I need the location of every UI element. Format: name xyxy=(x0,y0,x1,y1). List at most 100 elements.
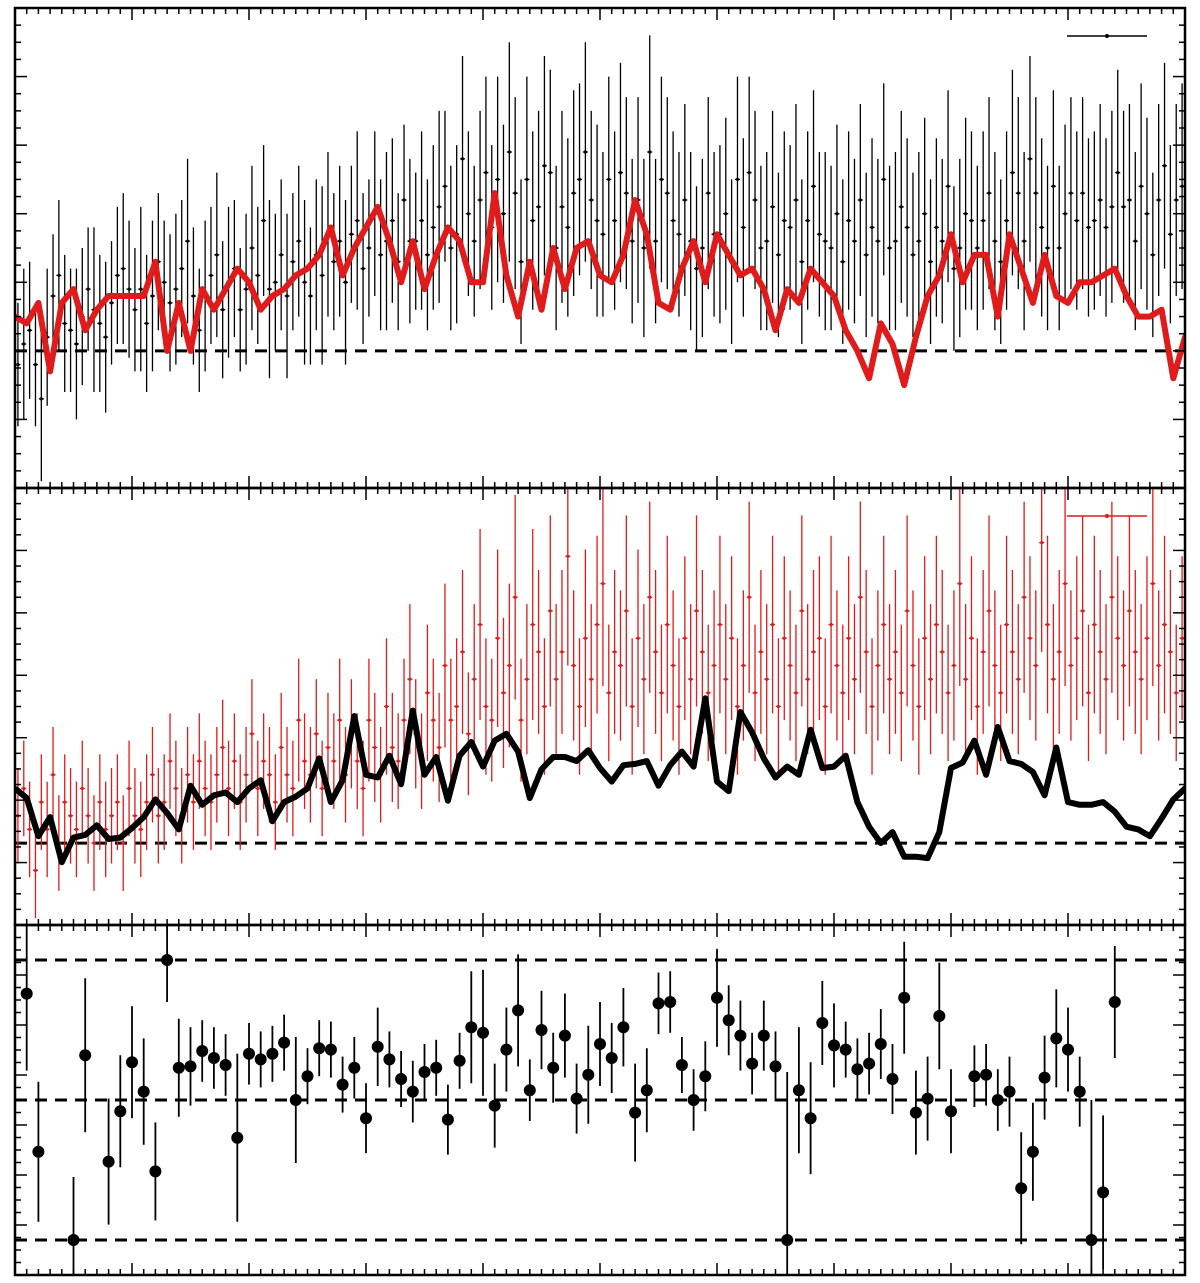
data-point xyxy=(278,1036,291,1049)
plot-area xyxy=(15,0,1185,1275)
data-point xyxy=(367,718,371,722)
data-point xyxy=(1108,996,1121,1008)
data-point xyxy=(788,663,792,668)
data-point xyxy=(326,745,330,750)
data-point xyxy=(817,636,821,640)
data-point xyxy=(675,1059,688,1071)
data-point xyxy=(946,691,950,695)
data-point xyxy=(757,1029,770,1042)
data-point xyxy=(828,1039,840,1052)
data-point xyxy=(1045,622,1050,627)
panel-top xyxy=(13,6,1187,490)
data-point xyxy=(256,273,260,278)
data-point xyxy=(484,704,488,709)
data-point xyxy=(999,260,1003,264)
data-point xyxy=(964,677,968,681)
data-point xyxy=(266,1047,279,1060)
data-point xyxy=(1145,212,1149,216)
data-point xyxy=(162,280,166,284)
data-point xyxy=(806,218,810,223)
data-point xyxy=(694,266,699,271)
data-point xyxy=(478,622,482,627)
data-point xyxy=(572,663,576,668)
data-point xyxy=(32,1145,45,1158)
data-point xyxy=(852,677,857,681)
data-point xyxy=(92,841,96,845)
data-point xyxy=(893,239,898,243)
data-point xyxy=(478,198,482,202)
data-point xyxy=(741,663,745,668)
series-line xyxy=(15,190,1185,389)
data-point xyxy=(659,691,664,695)
data-point xyxy=(759,650,763,654)
data-point xyxy=(940,239,944,243)
data-point xyxy=(501,691,506,695)
data-point xyxy=(343,280,348,284)
data-point xyxy=(1086,225,1091,230)
data-point xyxy=(519,718,523,722)
data-point xyxy=(548,609,552,613)
data-point xyxy=(395,1073,408,1085)
data-point xyxy=(1156,0,1168,6)
data-point xyxy=(250,246,254,250)
data-point xyxy=(1104,225,1108,230)
data-point xyxy=(980,1068,993,1081)
data-point xyxy=(28,827,32,832)
data-point xyxy=(835,663,839,668)
data-point xyxy=(560,650,564,654)
data-point xyxy=(782,636,786,640)
data-point xyxy=(449,718,453,722)
data-point xyxy=(1174,198,1178,202)
data-point xyxy=(33,868,38,872)
data-point xyxy=(449,246,453,250)
data-point xyxy=(408,677,412,681)
data-point xyxy=(243,1047,255,1060)
data-point xyxy=(1145,636,1149,640)
data-point xyxy=(852,239,857,243)
data-point xyxy=(22,342,26,346)
data-point xyxy=(1133,650,1137,654)
data-point xyxy=(1051,677,1055,681)
data-point xyxy=(1168,232,1172,236)
data-point xyxy=(1026,1145,1039,1158)
data-point xyxy=(302,759,307,763)
data-point xyxy=(109,301,114,305)
data-point xyxy=(1069,191,1073,195)
data-point xyxy=(197,759,201,763)
data-point xyxy=(1092,218,1096,223)
data-point xyxy=(987,191,991,195)
data-point xyxy=(254,1053,267,1066)
series-line xyxy=(15,695,1185,866)
data-point xyxy=(336,1078,349,1091)
data-point xyxy=(548,170,552,175)
data-point xyxy=(373,745,377,750)
data-point xyxy=(221,745,225,750)
data-point xyxy=(238,308,242,312)
data-point xyxy=(905,609,909,613)
data-point xyxy=(1139,184,1143,188)
data-point xyxy=(453,1054,466,1067)
data-point xyxy=(121,266,125,271)
data-point xyxy=(431,718,435,722)
data-point xyxy=(613,218,617,223)
data-point xyxy=(402,718,406,722)
data-point xyxy=(817,232,821,236)
data-point xyxy=(109,814,114,818)
data-point xyxy=(484,170,488,175)
data-point xyxy=(770,205,775,209)
data-point xyxy=(1085,1234,1098,1246)
data-point xyxy=(525,677,529,681)
data-point xyxy=(882,177,886,182)
data-point xyxy=(536,650,541,654)
data-point xyxy=(98,800,102,804)
data-point xyxy=(1110,205,1114,209)
data-point xyxy=(74,342,79,346)
data-point xyxy=(694,609,699,613)
data-point xyxy=(1010,650,1015,654)
data-point xyxy=(923,212,927,216)
data-point xyxy=(196,1045,209,1057)
data-point xyxy=(174,287,178,291)
data-point xyxy=(396,759,400,763)
